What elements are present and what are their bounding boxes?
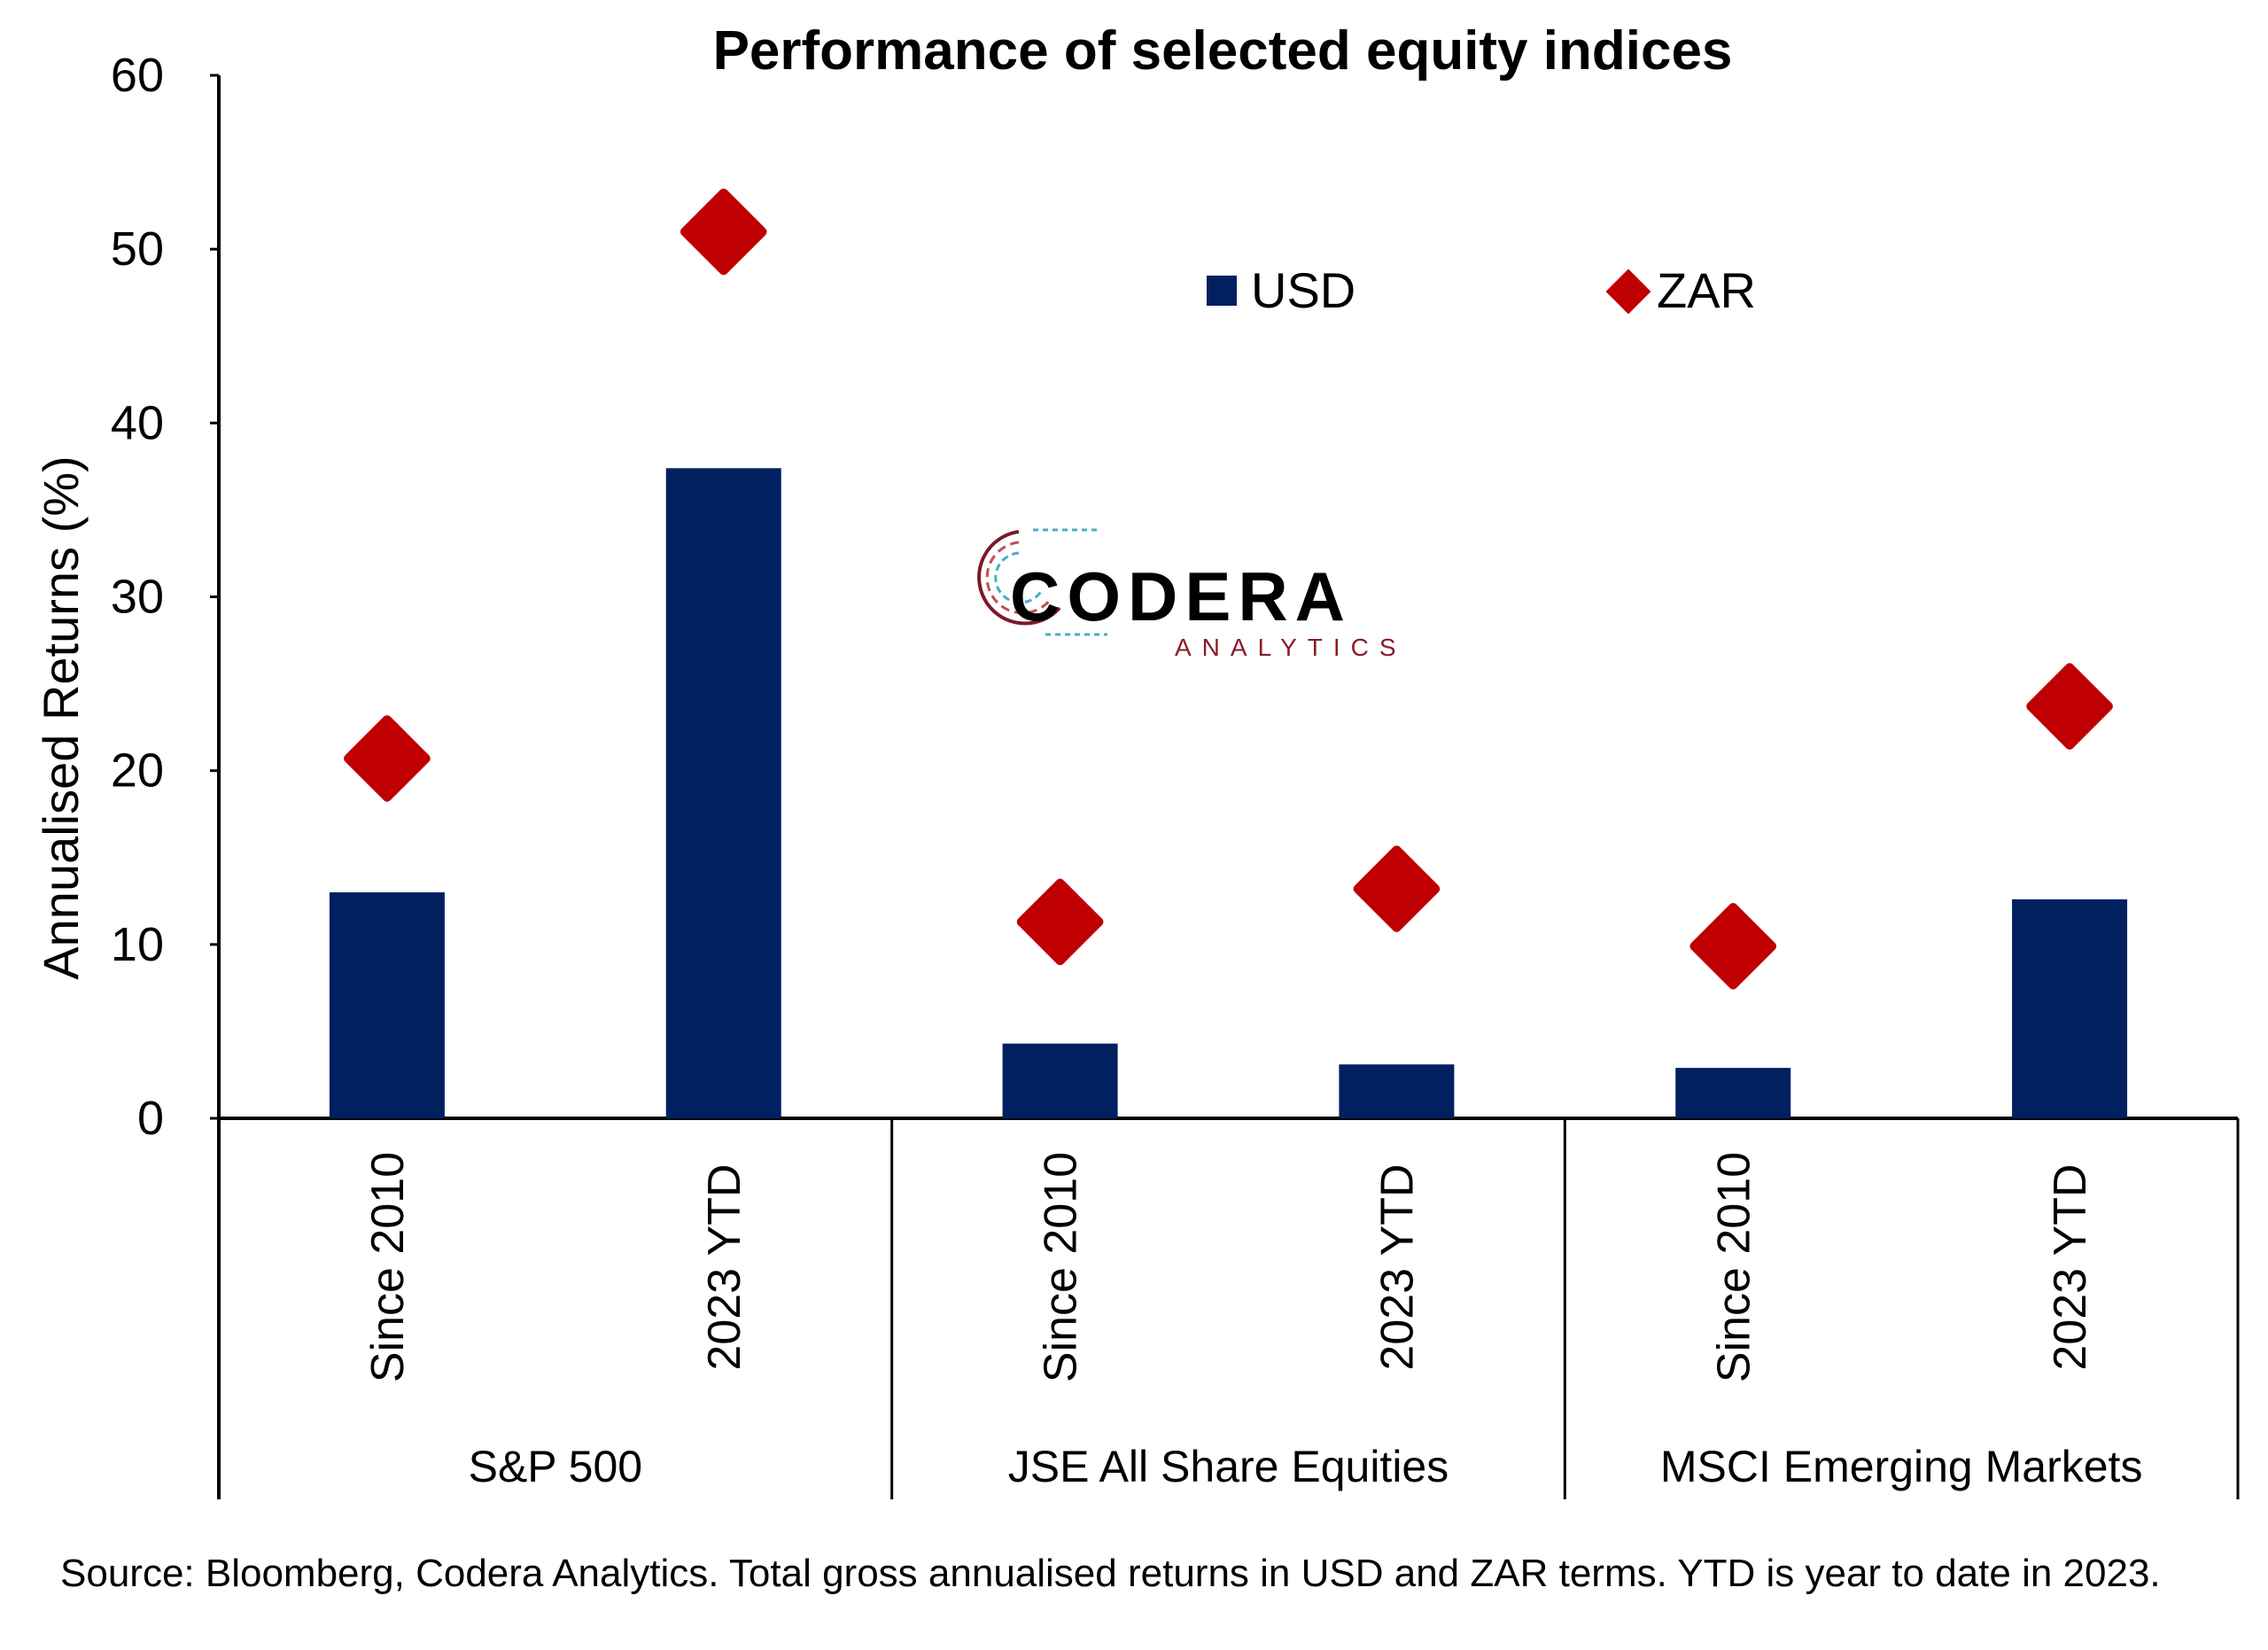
category-labels: Since 2010 2023 YTD Since 2010 2023 YTD Sinc… <box>362 1152 2096 1382</box>
category-label: 2023 YTD <box>2045 1164 2096 1370</box>
legend-zar-swatch <box>1605 269 1651 315</box>
category-label: Since 2010 <box>1708 1152 1759 1382</box>
y-axis-label: Annualised Returns (%) <box>33 455 89 979</box>
y-tick-label: 10 <box>111 918 164 971</box>
y-tick-label: 20 <box>111 744 164 798</box>
legend-usd-label: USD <box>1251 262 1355 318</box>
usd-bar <box>1675 1068 1791 1118</box>
zar-markers <box>344 188 2113 990</box>
logo-subtitle: ANALYTICS <box>1175 634 1407 661</box>
legend-zar-label: ZAR <box>1657 262 1756 318</box>
usd-bar <box>665 468 781 1118</box>
y-tick-label: 50 <box>111 222 164 276</box>
y-tick-label: 0 <box>137 1092 164 1145</box>
y-tick-label: 60 <box>111 49 164 102</box>
category-label: Since 2010 <box>362 1152 414 1382</box>
y-tick-label: 30 <box>111 571 164 624</box>
usd-bar <box>1002 1043 1118 1118</box>
usd-bars <box>329 468 2128 1118</box>
zar-diamond-marker <box>680 188 767 276</box>
legend: USD ZAR <box>1207 262 1756 318</box>
group-label: JSE All Share Equities <box>1008 1442 1449 1491</box>
category-label: 2023 YTD <box>699 1164 750 1370</box>
codera-logo: CODERA ANALYTICS <box>977 528 1407 661</box>
usd-bar <box>1339 1064 1455 1118</box>
axes <box>210 74 2240 1499</box>
group-labels: S&P 500 JSE All Share Equities MSCI Emergi… <box>469 1442 2143 1491</box>
y-tick-labels: 0 10 20 30 40 50 60 <box>111 49 164 1145</box>
usd-bar <box>2012 899 2128 1118</box>
logo-circle-icon <box>977 528 1107 636</box>
group-label: S&P 500 <box>469 1442 642 1491</box>
zar-diamond-marker <box>1353 845 1441 932</box>
y-tick-label: 40 <box>111 396 164 449</box>
category-label: 2023 YTD <box>1371 1164 1423 1370</box>
chart-title: Performance of selected equity indices <box>713 20 1733 82</box>
usd-bar <box>329 891 445 1118</box>
source-note: Source: Bloomberg, Codera Analytics. Tot… <box>60 1552 2161 1595</box>
zar-diamond-marker <box>344 715 431 802</box>
zar-diamond-marker <box>1016 878 1104 966</box>
group-label: MSCI Emerging Markets <box>1660 1442 2143 1491</box>
category-label: Since 2010 <box>1036 1152 1087 1382</box>
logo-wordmark: CODERA <box>1010 557 1352 635</box>
zar-diamond-marker <box>1689 902 1777 990</box>
legend-usd-swatch <box>1207 276 1237 306</box>
zar-diamond-marker <box>2026 663 2113 750</box>
